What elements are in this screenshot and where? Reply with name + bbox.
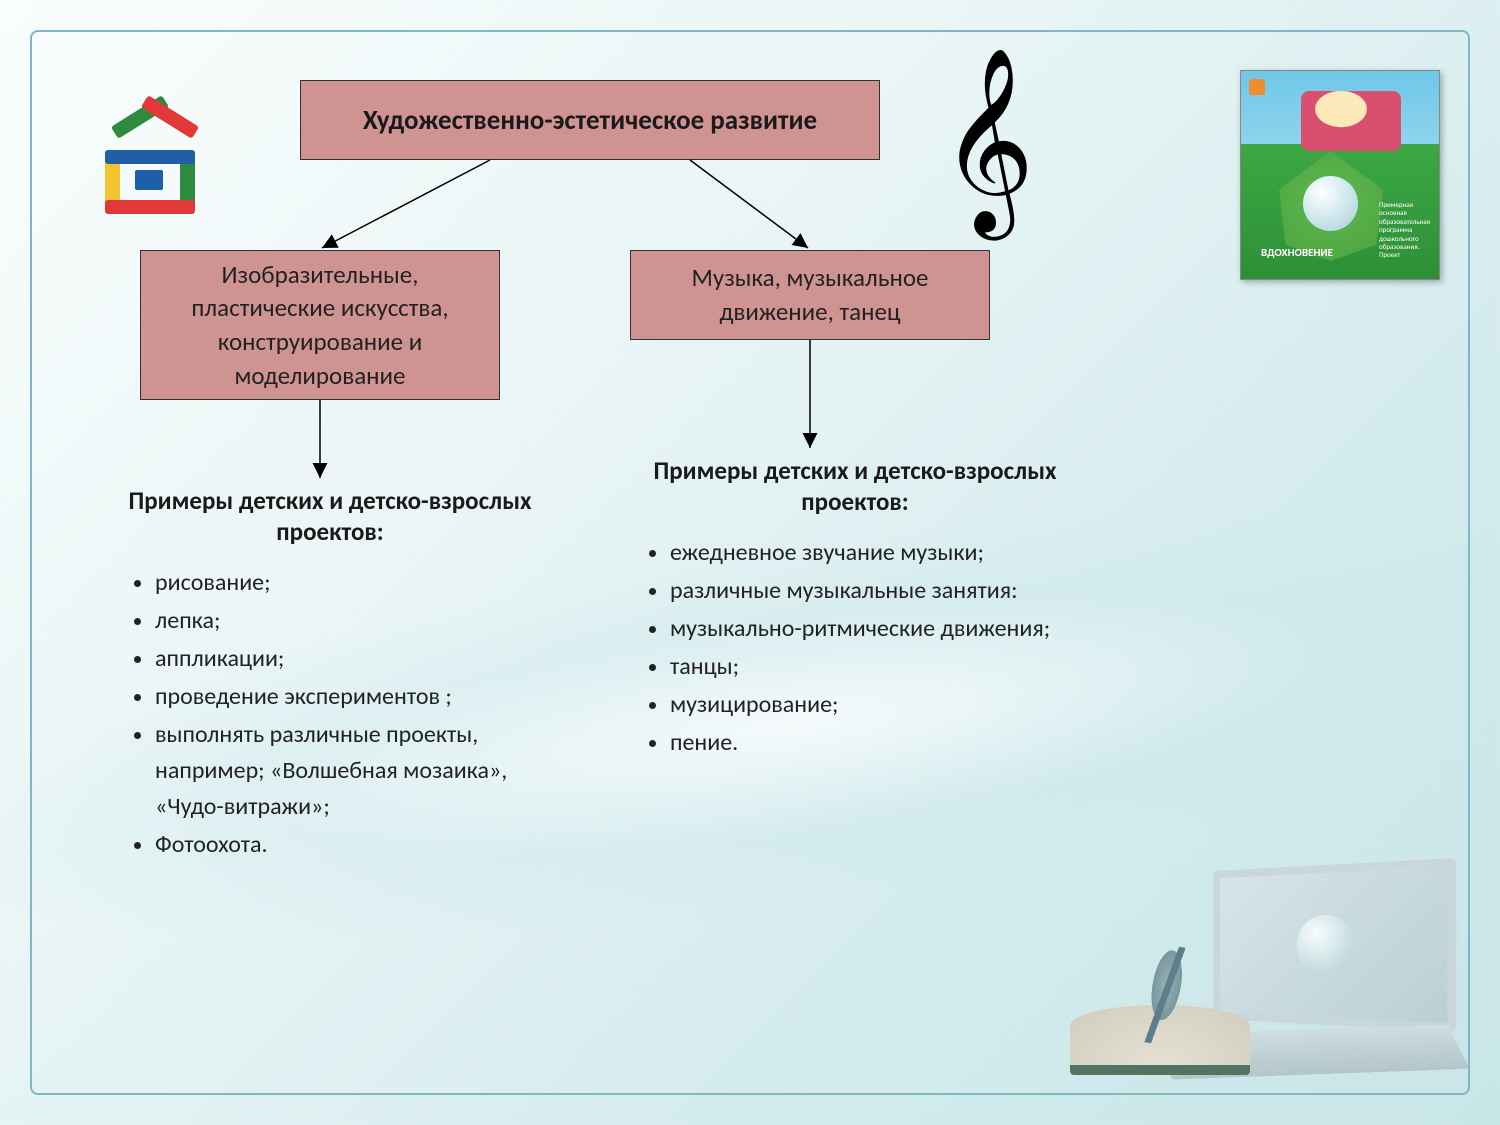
branch-left-label: Изобразительные, пластические искусства,… [161,258,479,393]
branch-right-label: Музыка, музыкальное движение, танец [651,261,969,329]
branch-right-box: Музыка, музыкальное движение, танец [630,250,990,340]
branch-left-box: Изобразительные, пластические искусства,… [140,250,500,400]
list-item: музыкально-ритмические движения; [670,611,1095,647]
treble-clef-icon: 𝄞 [940,60,1035,220]
right-bullet-list: ежедневное звучание музыки; различные му… [615,535,1095,761]
list-item: танцы; [670,649,1095,685]
list-item: музицирование; [670,687,1095,723]
diagram-title: Художественно-эстетическое развитие [363,104,817,137]
book-cover-subtitle: Примерная основная образовательная прогр… [1379,201,1429,260]
list-item: рисование; [155,565,560,601]
right-projects-section: Примеры детских и детско-взрослых проект… [615,455,1095,763]
book-cover-image: ВДОХНОВЕНИЕ Примерная основная образоват… [1240,70,1440,280]
list-item: выполнять различные проекты, например; «… [155,717,560,825]
laptop-books-icon [1070,835,1470,1105]
list-item: аппликации; [155,641,560,677]
list-item: различные музыкальные занятия: [670,573,1095,609]
left-projects-heading: Примеры детских и детско-взрослых проект… [100,485,560,547]
diagram-title-box: Художественно-эстетическое развитие [300,80,880,160]
list-item: лепка; [155,603,560,639]
house-blocks-icon [80,75,230,225]
right-projects-heading: Примеры детских и детско-взрослых проект… [615,455,1095,517]
list-item: ежедневное звучание музыки; [670,535,1095,571]
left-projects-section: Примеры детских и детско-взрослых проект… [100,485,560,865]
list-item: пение. [670,725,1095,761]
book-cover-title: ВДОХНОВЕНИЕ [1261,246,1333,259]
list-item: Фотоохота. [155,827,560,863]
list-item: проведение экспериментов ; [155,679,560,715]
left-bullet-list: рисование; лепка; аппликации; проведение… [100,565,560,863]
